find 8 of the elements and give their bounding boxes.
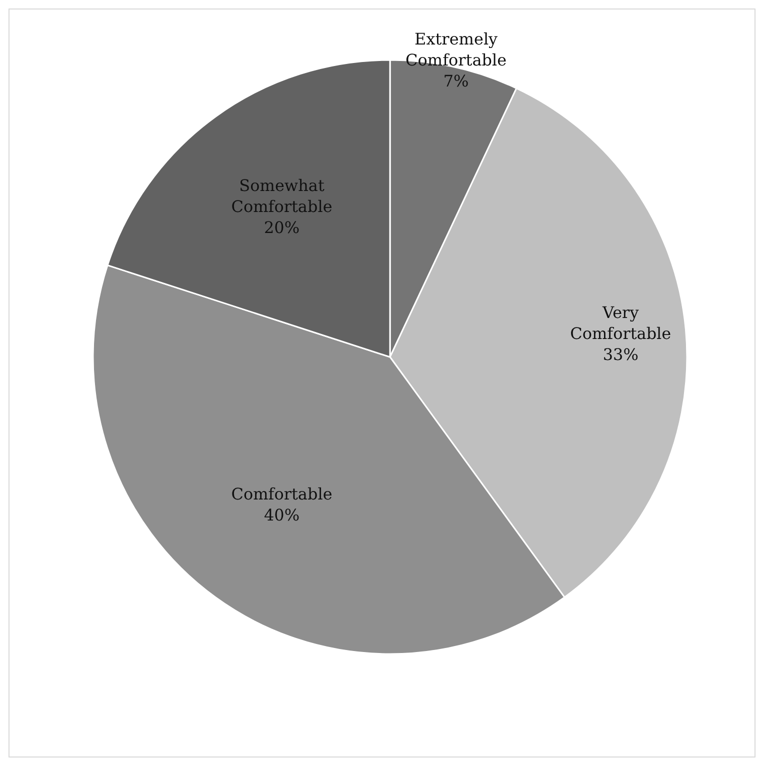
slice-label: Comfortable bbox=[231, 484, 332, 504]
slice-label: Very Comfortable bbox=[570, 303, 672, 344]
data-label: 33% bbox=[602, 345, 638, 364]
data-label: 20% bbox=[264, 218, 300, 238]
slice-label: Extremely Comfortable bbox=[406, 30, 507, 70]
slice-label: Somewhat Comfortable bbox=[231, 176, 332, 216]
data-label: 7% bbox=[443, 72, 469, 91]
data-label: 40% bbox=[264, 506, 300, 525]
